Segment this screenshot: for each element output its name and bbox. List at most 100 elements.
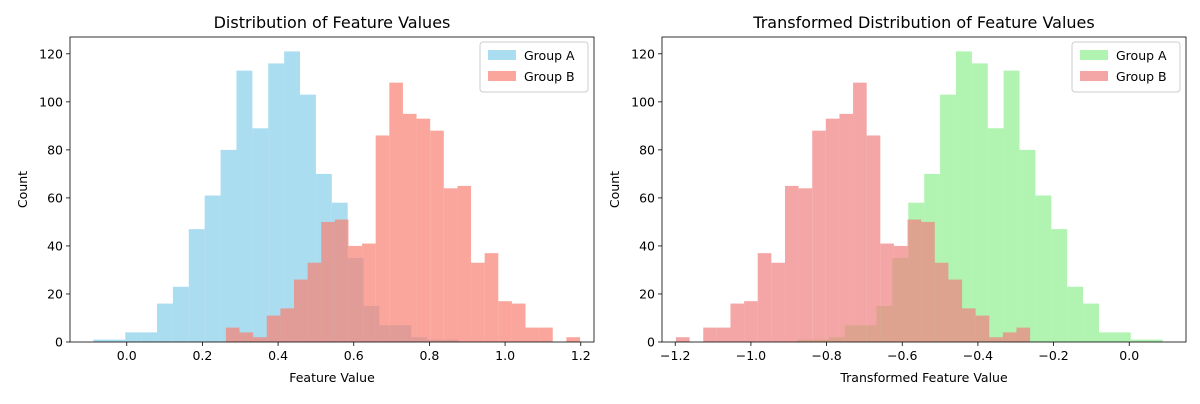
histogram-bar [566, 337, 581, 342]
y-axis-label: Count [607, 171, 622, 208]
histogram-bar [866, 135, 881, 342]
x-tick-label: −0.8 [811, 348, 841, 363]
histogram-bar [220, 149, 237, 342]
y-tick-label: 100 [631, 94, 655, 109]
histogram-bar [93, 339, 110, 342]
histogram-bar [362, 243, 376, 342]
histogram-bar [1098, 332, 1115, 342]
histogram-bar [284, 51, 301, 342]
histogram-bar [253, 337, 267, 342]
legend-label: Group A [524, 48, 575, 63]
legend-swatch [1080, 50, 1108, 60]
histogram-bar [511, 303, 526, 342]
histogram-bar [1003, 70, 1020, 343]
histogram-bar [225, 327, 240, 342]
histogram-bar [375, 135, 390, 342]
histogram-bar [539, 327, 553, 342]
histogram-bar [348, 245, 363, 342]
histogram-bar [1067, 286, 1084, 342]
y-tick-label: 80 [47, 142, 63, 157]
histogram-bar [921, 221, 935, 342]
histogram-bar [744, 301, 758, 342]
x-tick-label: −0.4 [963, 348, 993, 363]
histogram-bar [955, 51, 972, 342]
histogram-bar [268, 63, 285, 342]
x-tick-label: −1.0 [736, 348, 766, 363]
x-tick-label: 1.2 [571, 348, 591, 363]
histogram-bar [675, 337, 690, 342]
bars-group [93, 51, 581, 343]
legend-label: Group B [524, 69, 575, 84]
x-tick-label: −0.2 [1038, 348, 1068, 363]
legend-swatch [1080, 71, 1108, 81]
histogram-bar [321, 221, 335, 342]
chart-panel-right: −1.2 −1.0 −0.8 −0.6 −0.4 −0.2 0.0 0 20 40 60 80 100 1… [607, 13, 1187, 385]
x-axis-label: Transformed Feature Value [839, 370, 1008, 385]
histogram-bar [989, 337, 1003, 342]
histogram-bar [907, 219, 922, 342]
histogram-bar [730, 303, 745, 342]
x-tick-label: 0.0 [117, 348, 137, 363]
histogram-bar [157, 303, 173, 342]
y-tick-label: 20 [639, 286, 655, 301]
axes-frame [661, 36, 1187, 343]
histogram-bar [239, 332, 254, 342]
histogram-bar [307, 262, 322, 342]
y-tick-label: 60 [639, 190, 655, 205]
histogram-bar [236, 70, 253, 343]
y-tick-label: 20 [47, 286, 63, 301]
histogram-bar [430, 130, 444, 342]
histogram-bar [703, 327, 717, 342]
histogram-bar [987, 128, 1004, 342]
histogram-bar [293, 279, 308, 342]
histogram-bar [1083, 303, 1099, 342]
legend: Group A Group B [1071, 41, 1181, 93]
histogram-bar [109, 339, 126, 342]
histogram-bar [839, 113, 854, 342]
x-tick-label: 0.6 [344, 348, 364, 363]
x-tick-label: 0.4 [268, 348, 288, 363]
chart-title: Transformed Distribution of Feature Valu… [752, 13, 1094, 32]
y-tick-label: 120 [631, 46, 655, 61]
x-tick-label: −0.6 [887, 348, 917, 363]
histogram-bar [1130, 339, 1147, 342]
histogram-bar [716, 327, 731, 342]
histogram-bar [334, 219, 349, 342]
x-tick-label: 0.0 [1119, 348, 1139, 363]
histogram-bar [389, 82, 403, 343]
histogram-bar [1002, 332, 1017, 342]
histogram-bar [188, 229, 205, 342]
histogram-bar [812, 130, 826, 342]
histogram-bar [971, 63, 988, 342]
histogram-bar [443, 188, 458, 342]
chart-title: Distribution of Feature Values [214, 13, 451, 32]
histogram-bar [880, 243, 894, 342]
x-tick-label: 0.2 [192, 348, 212, 363]
histogram-bar [771, 262, 785, 342]
y-tick-label: 120 [39, 46, 63, 61]
histogram-bar [280, 308, 294, 342]
histogram-bar [948, 279, 963, 342]
histogram-bar [825, 118, 840, 343]
histogram-bar [853, 82, 867, 343]
x-tick-label: 1.0 [495, 348, 515, 363]
y-tick-label: 40 [639, 238, 655, 253]
histogram-bar [962, 308, 976, 342]
axes-frame [69, 36, 595, 343]
histogram-bar [141, 332, 158, 342]
legend-swatch [488, 50, 516, 60]
histogram-bar [784, 185, 799, 342]
series-group-b-bars [675, 82, 1031, 343]
histogram-bar [402, 113, 417, 342]
y-tick-label: 0 [55, 335, 63, 350]
histogram-bar [525, 327, 540, 342]
histogram-bar [125, 332, 142, 342]
legend-label: Group B [1116, 69, 1167, 84]
y-tick-label: 60 [47, 190, 63, 205]
histogram-bar [457, 185, 472, 342]
histogram-bar [1114, 332, 1131, 342]
x-tick-label: −1.2 [660, 348, 690, 363]
histogram-bar [416, 118, 431, 343]
